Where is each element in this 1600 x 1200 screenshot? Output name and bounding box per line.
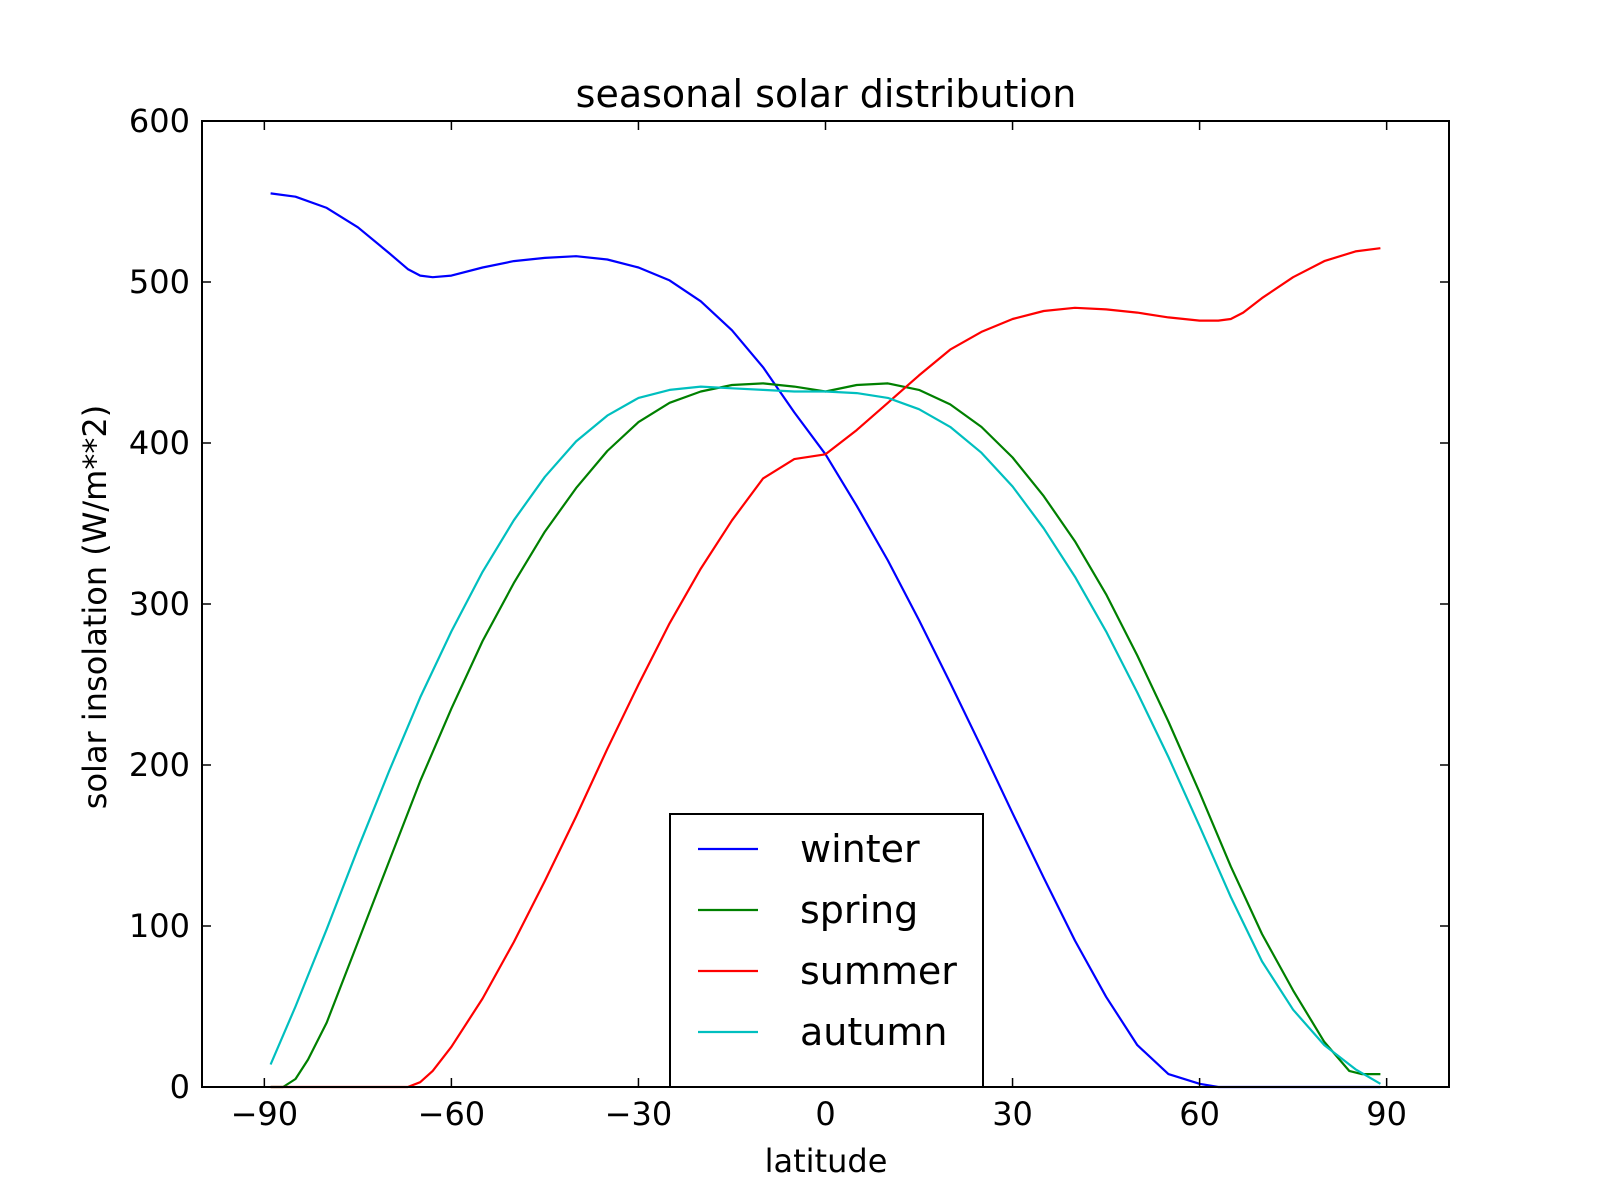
plot-area: −90 −60 −30 0 30 60 90 0 100 200 300 400 500 600 (129, 102, 1450, 1133)
x-axis-label: latitude (765, 1142, 888, 1180)
legend-label-winter: winter (800, 827, 920, 871)
y-tick-label: 400 (129, 424, 190, 462)
legend-label-autumn: autumn (800, 1010, 947, 1054)
series-line-spring (270, 382, 1381, 1089)
y-tick-label: 100 (129, 907, 190, 945)
y-axis-label: solar insolation (W/m**2) (76, 405, 114, 809)
y-tick-label: 200 (129, 746, 190, 784)
y-tick-label: 600 (129, 102, 190, 140)
y-tick-label: 300 (129, 585, 190, 623)
x-tick-label: −30 (605, 1095, 673, 1133)
legend-box (669, 813, 984, 1088)
legend: winter spring summer autumn (669, 813, 984, 1088)
x-tick-label: −60 (418, 1095, 486, 1133)
x-tick-label: 30 (992, 1095, 1033, 1133)
series-line-summer (270, 247, 1381, 1089)
x-tick-label: 90 (1366, 1095, 1407, 1133)
y-tick-label: 500 (129, 263, 190, 301)
x-tick-label: 0 (815, 1095, 835, 1133)
chart-title: seasonal solar distribution (576, 72, 1077, 116)
x-tick-label: −90 (231, 1095, 299, 1133)
y-tick-label: 0 (170, 1068, 190, 1106)
legend-label-spring: spring (800, 888, 918, 932)
x-tick-label: 60 (1179, 1095, 1220, 1133)
series-line-autumn (269, 385, 1381, 1085)
legend-label-summer: summer (800, 949, 957, 993)
